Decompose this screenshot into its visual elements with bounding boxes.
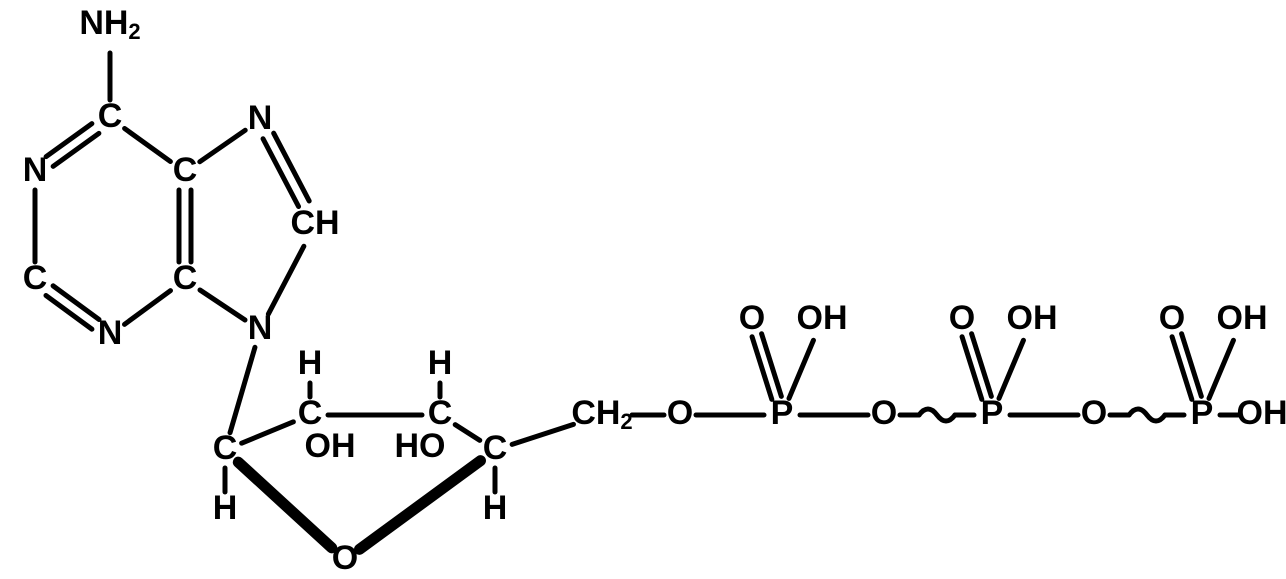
- atom-C8: CH: [290, 204, 339, 242]
- atom-H4d: H: [483, 489, 508, 527]
- atom-H3u: H: [428, 344, 453, 382]
- atom-C1p: C: [213, 429, 238, 467]
- atom-OH2u: OH: [1007, 299, 1058, 337]
- atom-C5: C: [173, 151, 198, 189]
- atom-O_r: O: [332, 539, 358, 577]
- atom-OH1u: OH: [797, 299, 848, 337]
- atom-NH2: NH2: [79, 4, 140, 44]
- atom-P1: P: [771, 394, 794, 432]
- atom-OH3r: OH: [1237, 394, 1286, 432]
- atom-Ob: O: [871, 394, 897, 432]
- atom-C4p: C: [483, 429, 508, 467]
- atom-CH2: CH2: [571, 394, 632, 434]
- atom-N7: N: [248, 99, 273, 137]
- atom-O1d: O: [739, 299, 765, 337]
- atp-structure-diagram: NH2CNCNCCNCHNCHOCHOHCHHOCHCH2OPOOHOPOOHO…: [0, 0, 1286, 579]
- atom-C6: C: [98, 97, 123, 135]
- atom-C2: C: [23, 259, 48, 297]
- atom-OH2: OH: [305, 427, 356, 465]
- atom-C4: C: [173, 259, 198, 297]
- atom-Oc: O: [1081, 394, 1107, 432]
- atom-N9: N: [248, 309, 273, 347]
- atom-OH3u: OH: [1217, 299, 1268, 337]
- atom-Oa: O: [667, 394, 693, 432]
- atom-P3: P: [1191, 394, 1214, 432]
- atom-N1: N: [23, 151, 48, 189]
- atom-O3d: O: [1159, 299, 1185, 337]
- atom-H1p: H: [213, 489, 238, 527]
- atom-H2u: H: [298, 344, 323, 382]
- atom-OH3: HO: [395, 427, 446, 465]
- atom-O2d: O: [949, 299, 975, 337]
- atom-P2: P: [981, 394, 1004, 432]
- atom-N3: N: [98, 314, 123, 352]
